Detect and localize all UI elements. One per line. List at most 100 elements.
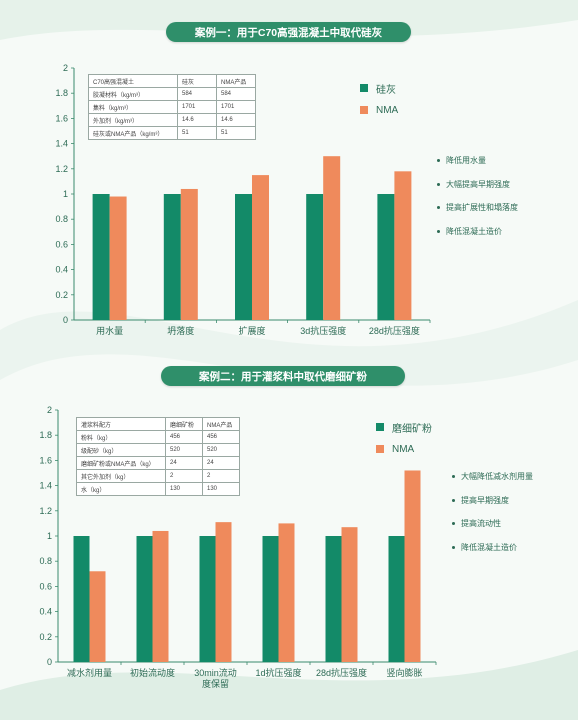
list-item: 降低混凝土造价	[437, 220, 518, 244]
bar-baseline	[92, 194, 110, 320]
table-cell: 灌浆料配方	[76, 417, 166, 431]
table-cell: C70高强混凝土	[88, 74, 178, 88]
bullet-icon	[437, 206, 440, 210]
bullet-icon	[437, 182, 440, 186]
table-cell: 2	[165, 469, 203, 483]
bullet-icon	[452, 475, 455, 479]
table-cell: 520	[202, 443, 240, 457]
y-tick-label: 1.2	[39, 506, 52, 516]
legend-swatch-nma	[360, 106, 368, 114]
benefit-text: 提高早期强度	[461, 495, 509, 505]
y-tick-label: 0.6	[39, 581, 52, 591]
table-row: 胶凝材料（kg/m³） 584 584	[88, 87, 256, 101]
y-tick-label: 0	[47, 657, 52, 667]
table-cell: 456	[165, 430, 203, 444]
y-tick-label: 2	[63, 63, 68, 73]
list-item: 提高流动性	[452, 512, 533, 536]
y-tick-label: 1.2	[55, 164, 68, 174]
legend-item: 硅灰	[360, 77, 398, 99]
bullet-icon	[437, 159, 440, 163]
table-row: 级配砂（kg） 520 520	[76, 443, 240, 457]
bar-baseline	[377, 194, 395, 320]
bar-nma	[252, 175, 269, 320]
legend-label: 硅灰	[376, 84, 396, 96]
case1-bar-chart: 0 0.2 0.4 0.6 0.8 1 1.2 1.4 1.6 1.8 2 用水量 坍落度 扩展度 3d抗压…	[55, 63, 431, 336]
bar-nma	[180, 188, 198, 320]
table-cell: 硅灰	[177, 74, 217, 88]
y-tick-label: 1.8	[39, 430, 52, 440]
table-cell: 磨细矿粉或NMA产品（kg）	[76, 456, 166, 470]
table-cell: NMA产品	[216, 74, 256, 88]
table-row: 集料（kg/m³） 1701 1701	[88, 100, 256, 114]
benefit-text: 降低混凝土造价	[446, 226, 502, 236]
table-cell: 51	[177, 126, 217, 140]
x-tick-label: 3d抗压强度	[300, 325, 346, 336]
bar-nma	[404, 470, 421, 662]
bar-nma	[109, 196, 127, 320]
case1-mix-table: C70高强混凝土 硅灰 NMA产品 胶凝材料（kg/m³） 584 584 集料…	[88, 74, 256, 140]
table-cell: 外加剂（kg/m³）	[88, 113, 178, 127]
x-tick-label: 竖向膨胀	[386, 667, 422, 678]
table-cell: 520	[165, 443, 203, 457]
y-tick-label: 1.4	[55, 139, 68, 149]
table-row: 硅灰或NMA产品（kg/m³） 51 51	[88, 126, 256, 140]
bar-nma	[323, 156, 341, 320]
bullet-icon	[452, 498, 455, 502]
table-cell: 456	[202, 430, 240, 444]
benefit-text: 大幅降低减水剂用量	[461, 472, 533, 482]
table-cell: 584	[216, 87, 256, 101]
benefit-text: 提高扩展性和塌落度	[446, 203, 518, 213]
legend-item: NMA	[360, 99, 398, 121]
list-item: 提高扩展性和塌落度	[437, 196, 518, 220]
case1-legend: 硅灰 NMA	[360, 77, 398, 121]
table-row: 粉料（kg） 456 456	[76, 430, 240, 444]
bar-baseline	[388, 536, 405, 662]
table-cell: NMA产品	[202, 417, 240, 431]
y-tick-label: 0	[63, 315, 68, 325]
table-cell: 硅灰或NMA产品（kg/m³）	[88, 126, 178, 140]
benefit-text: 降低混凝土造价	[461, 542, 517, 552]
list-item: 大幅提高早期强度	[437, 173, 518, 197]
table-cell: 集料（kg/m³）	[88, 100, 178, 114]
y-tick-label: 0.6	[55, 239, 68, 249]
list-item: 降低混凝土造价	[452, 536, 533, 560]
list-item: 大幅降低减水剂用量	[452, 465, 533, 489]
table-cell: 2	[202, 469, 240, 483]
bar-baseline	[306, 194, 324, 320]
case2-title: 案例二：用于灌浆料中取代磨细矿粉	[161, 366, 405, 386]
case1-benefit-list: 降低用水量 大幅提高早期强度 提高扩展性和塌落度 降低混凝土造价	[437, 149, 518, 243]
table-row: 磨细矿粉或NMA产品（kg） 24 24	[76, 456, 240, 470]
bullet-icon	[452, 545, 455, 549]
case2-benefit-list: 大幅降低减水剂用量 提高早期强度 提高流动性 降低混凝土造价	[452, 465, 533, 559]
x-tick-label: 28d抗压强度	[316, 667, 367, 678]
list-item: 提高早期强度	[452, 489, 533, 513]
table-cell: 51	[216, 126, 256, 140]
x-tick-label: 30min流动度保留	[194, 667, 237, 689]
bar-baseline	[262, 536, 279, 662]
y-tick-label: 1.6	[39, 455, 52, 465]
list-item: 降低用水量	[437, 149, 518, 173]
plot-area: 0 0.2 0.4 0.6 0.8 1 1.2 1.4 1.6 1.8 2 减水剂用量 初始流动度 30m…	[39, 405, 437, 689]
y-tick-label: 1.6	[55, 113, 68, 123]
table-cell: 24	[165, 456, 203, 470]
x-tick-label: 坍落度	[167, 325, 194, 336]
benefit-text: 大幅提高早期强度	[446, 179, 510, 189]
table-cell: 130	[165, 482, 203, 496]
table-cell: 1701	[216, 100, 256, 114]
legend-item: 磨细矿粉	[376, 416, 432, 438]
table-cell: 24	[202, 456, 240, 470]
case2-mix-table: 灌浆料配方 磨细矿粉 NMA产品 粉料（kg） 456 456 级配砂（kg） …	[76, 417, 240, 496]
case2-bar-chart: 0 0.2 0.4 0.6 0.8 1 1.2 1.4 1.6 1.8 2 减水剂用量 初始流动度 30m…	[39, 405, 437, 689]
table-cell: 磨细矿粉	[165, 417, 203, 431]
table-cell: 其它外加剂（kg）	[76, 469, 166, 483]
x-tick-label: 用水量	[96, 325, 123, 336]
table-row: 其它外加剂（kg） 2 2	[76, 469, 240, 483]
y-tick-label: 1	[47, 531, 52, 541]
table-cell: 14.6	[216, 113, 256, 127]
plot-area: 0 0.2 0.4 0.6 0.8 1 1.2 1.4 1.6 1.8 2 用水量 坍落度 扩展度 3d抗压…	[55, 63, 431, 336]
bar-nma	[89, 571, 106, 662]
table-row: 水（kg） 130 130	[76, 482, 240, 496]
benefit-text: 提高流动性	[461, 519, 501, 529]
bar-nma	[341, 527, 358, 662]
